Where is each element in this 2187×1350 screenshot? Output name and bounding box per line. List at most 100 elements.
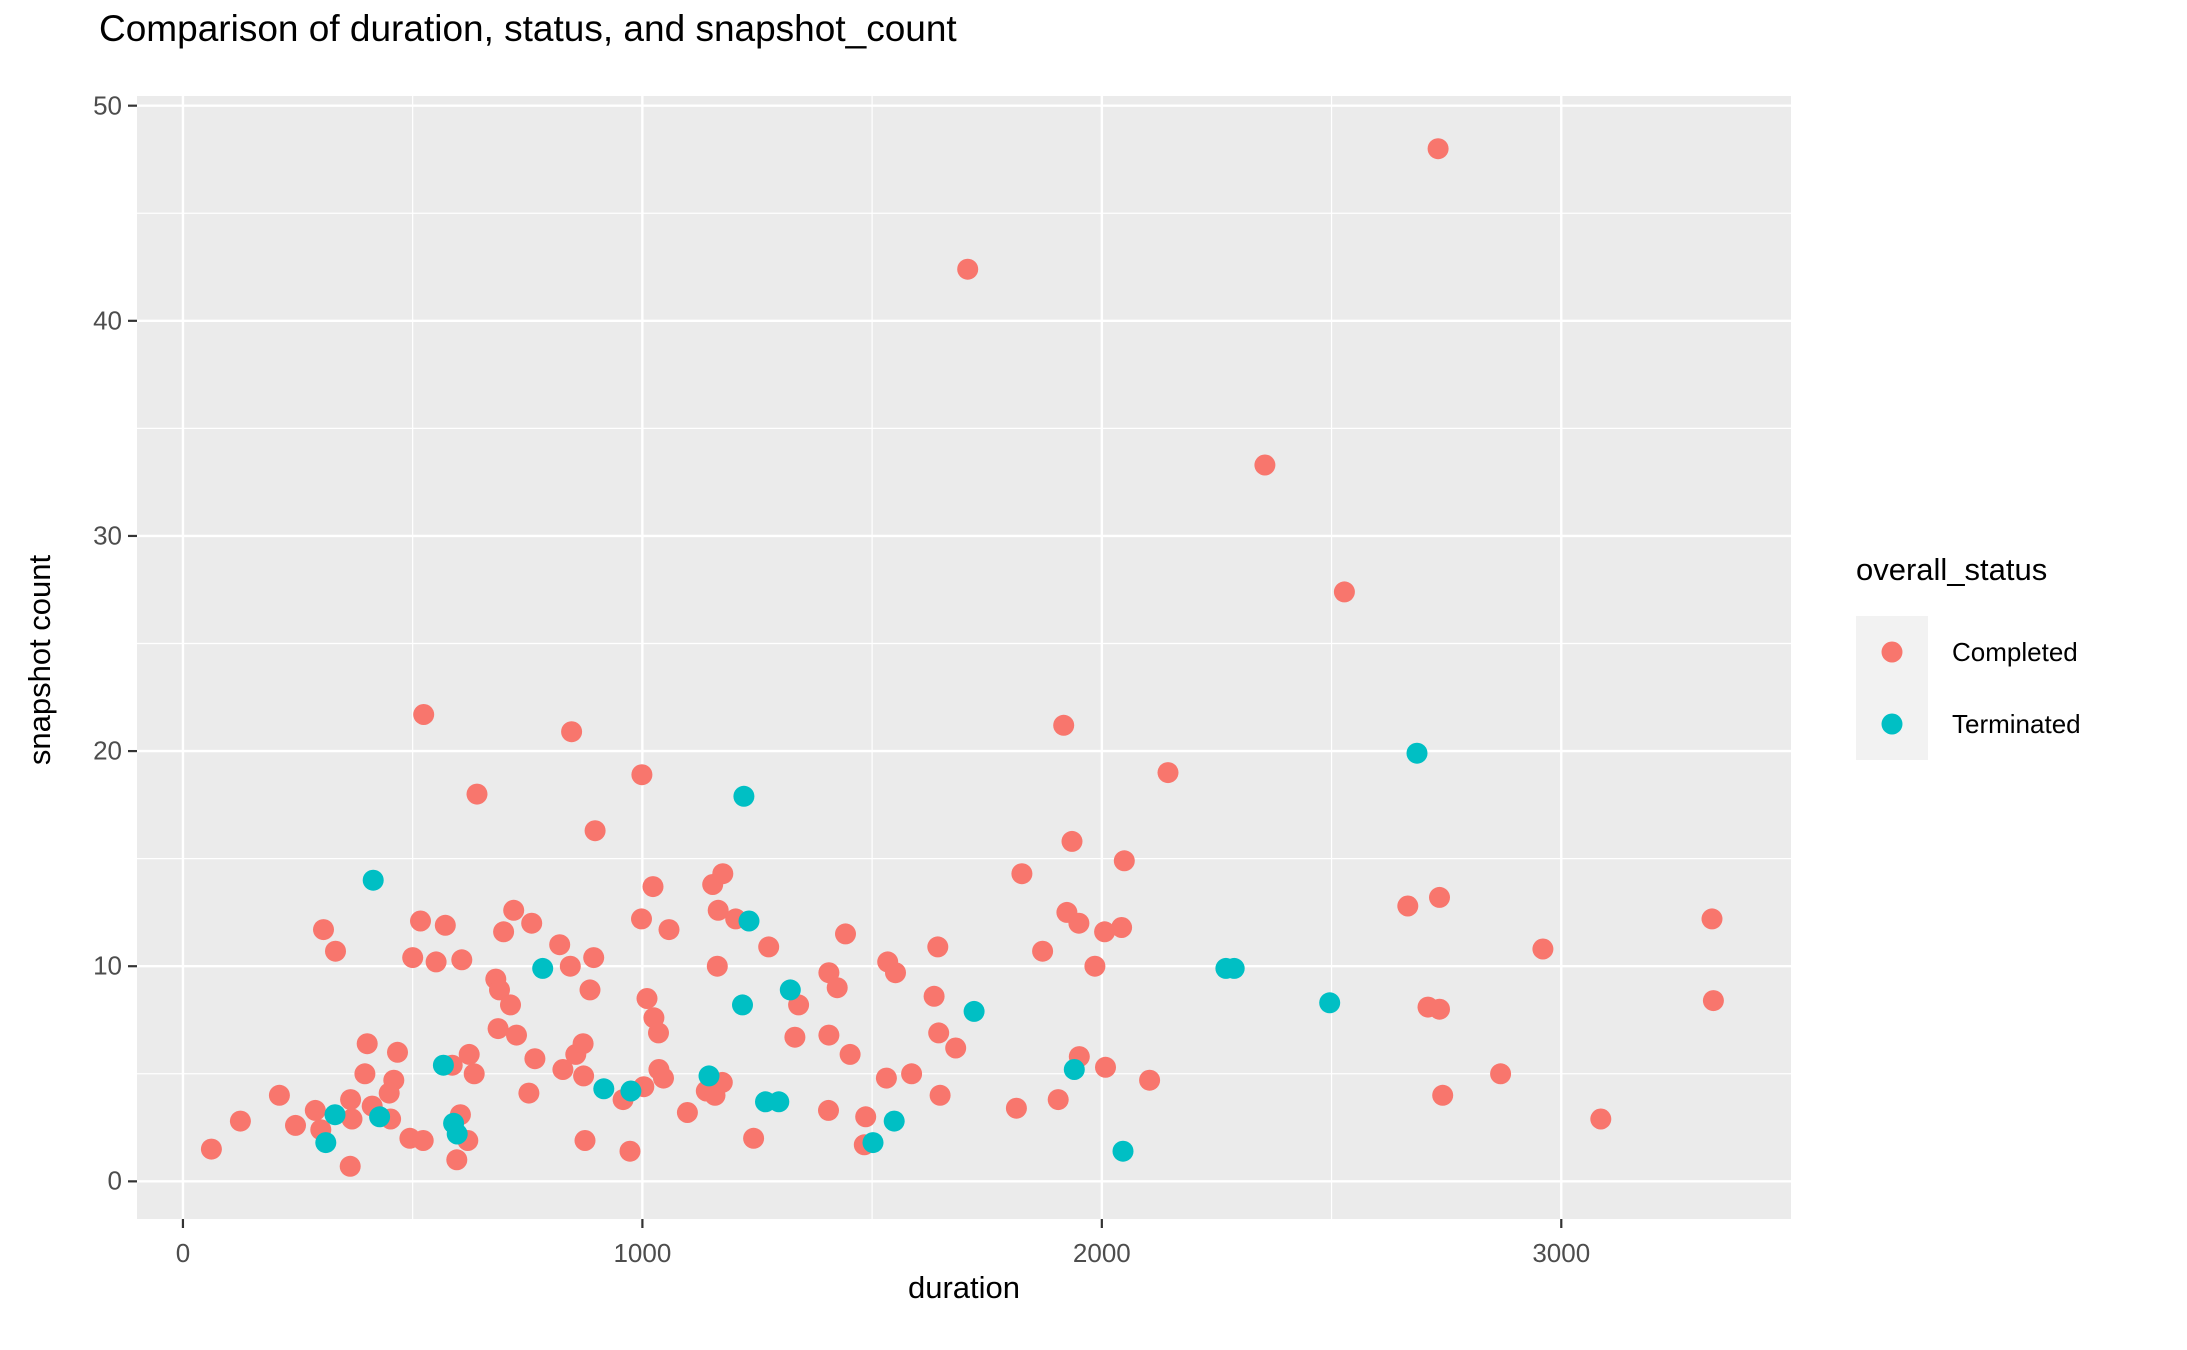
terminated-dot-icon: [1881, 713, 1903, 735]
data-point-terminated: [1406, 742, 1428, 764]
data-point-completed: [434, 914, 456, 936]
data-point-completed: [923, 985, 945, 1007]
data-point-completed: [1053, 714, 1075, 736]
data-point-completed: [957, 258, 979, 280]
data-point-completed: [466, 783, 488, 805]
data-point-completed: [340, 1089, 362, 1111]
data-point-completed: [354, 1063, 376, 1085]
chart-title: Comparison of duration, status, and snap…: [99, 8, 957, 49]
legend-title: overall_status: [1856, 552, 2048, 587]
data-point-terminated: [532, 957, 554, 979]
data-point-completed: [929, 1084, 951, 1106]
data-point-completed: [487, 1018, 509, 1040]
data-point-completed: [583, 947, 605, 969]
x-tick-label: 3000: [1532, 1238, 1591, 1268]
data-point-completed: [758, 936, 780, 958]
data-point-completed: [518, 1082, 540, 1104]
data-point-completed: [1490, 1063, 1512, 1085]
data-point-completed: [1111, 917, 1133, 938]
x-tick-label: 1000: [613, 1238, 672, 1268]
data-point-completed: [387, 1041, 408, 1063]
legend-entry-terminated: Terminated: [1856, 688, 2081, 760]
data-point-completed: [412, 1130, 434, 1151]
data-point-completed: [1094, 921, 1116, 943]
data-point-completed: [503, 899, 525, 921]
data-point-completed: [229, 1110, 251, 1132]
data-point-completed: [1157, 762, 1179, 784]
data-point-completed: [784, 1026, 806, 1048]
y-tick-label: 40: [93, 305, 122, 336]
data-point-completed: [1084, 955, 1106, 977]
data-point-completed: [885, 962, 906, 984]
data-point-completed: [835, 923, 856, 945]
data-point-terminated: [963, 1000, 985, 1022]
data-point-completed: [826, 977, 848, 999]
data-point-terminated: [620, 1080, 642, 1102]
completed-dot-icon: [1881, 641, 1903, 663]
data-point-completed: [572, 1033, 594, 1055]
data-point-completed: [339, 1155, 361, 1177]
data-point-completed: [552, 1059, 574, 1080]
data-point-completed: [200, 1138, 222, 1160]
data-point-completed: [1047, 1089, 1069, 1111]
legend: overall_status Completed Terminated: [1856, 552, 2081, 760]
data-point-completed: [1432, 1084, 1454, 1106]
data-point-completed: [559, 955, 581, 977]
data-point-completed: [304, 1099, 326, 1121]
data-point-completed: [524, 1048, 546, 1070]
y-tick-label: 30: [93, 520, 122, 551]
data-point-completed: [1068, 912, 1090, 934]
data-point-completed: [1061, 830, 1083, 852]
data-point-completed: [549, 934, 571, 956]
data-point-completed: [425, 951, 447, 973]
legend-entry-completed: Completed: [1856, 616, 2081, 688]
data-point-completed: [743, 1127, 765, 1149]
data-point-completed: [325, 940, 346, 962]
data-point-completed: [712, 863, 734, 885]
y-tick-label: 0: [107, 1165, 122, 1196]
data-point-completed: [1701, 908, 1723, 930]
data-point-completed: [676, 1102, 698, 1123]
data-point-completed: [1095, 1056, 1116, 1078]
data-point-completed: [413, 704, 435, 725]
data-point-terminated: [732, 994, 753, 1016]
data-point-terminated: [362, 869, 384, 891]
data-point-completed: [378, 1082, 400, 1104]
data-point-terminated: [768, 1091, 790, 1113]
data-point-terminated: [324, 1104, 346, 1126]
data-point-terminated: [883, 1110, 905, 1132]
data-point-completed: [356, 1033, 378, 1055]
data-point-completed: [561, 721, 583, 743]
data-point-terminated: [432, 1054, 454, 1076]
data-point-terminated: [446, 1123, 468, 1145]
data-point-completed: [636, 988, 658, 1009]
data-point-completed: [706, 955, 728, 977]
x-tick-label: 0: [175, 1238, 191, 1268]
data-point-completed: [658, 919, 680, 941]
legend-label-terminated: Terminated: [1952, 708, 2081, 739]
data-point-completed: [521, 912, 543, 934]
data-point-completed: [1011, 863, 1033, 885]
data-point-terminated: [733, 785, 755, 807]
data-point-terminated: [779, 979, 801, 1001]
data-point-terminated: [862, 1132, 884, 1154]
data-point-terminated: [698, 1065, 720, 1087]
data-point-completed: [268, 1084, 290, 1106]
data-point-completed: [927, 936, 949, 958]
data-point-completed: [945, 1037, 967, 1059]
x-axis-title: duration: [907, 1270, 1021, 1305]
data-point-completed: [818, 1024, 840, 1046]
data-point-completed: [574, 1130, 596, 1151]
legend-key-terminated: [1856, 688, 1928, 760]
x-tick-label: 2000: [1072, 1238, 1131, 1268]
data-point-terminated: [593, 1078, 615, 1100]
data-point-completed: [1532, 938, 1554, 960]
data-point-completed: [1427, 138, 1449, 160]
data-point-terminated: [1112, 1140, 1134, 1162]
y-axis-title: snapshot count: [22, 554, 57, 766]
data-point-completed: [818, 1099, 839, 1121]
data-point-completed: [500, 994, 521, 1016]
data-point-completed: [579, 979, 601, 1001]
data-point-completed: [1590, 1108, 1612, 1130]
